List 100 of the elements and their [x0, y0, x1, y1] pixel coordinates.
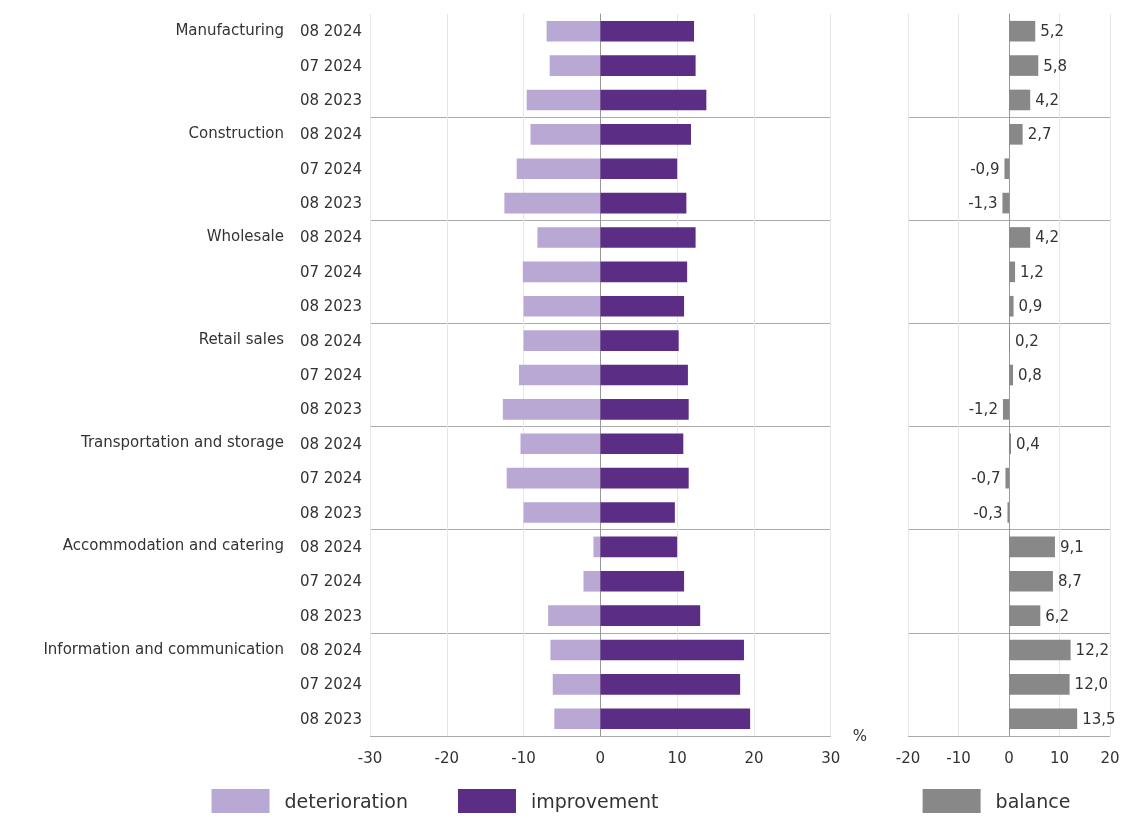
data-label: 12,0: [1074, 675, 1109, 694]
bar: [549, 55, 601, 76]
text: Accommodation and catering: [62, 536, 284, 555]
data-label: 0,4: [1016, 434, 1040, 453]
data-label: 0,2: [1015, 331, 1039, 350]
x-tick-label: -20: [895, 748, 921, 767]
bar: [526, 89, 601, 111]
bar: [1009, 536, 1055, 558]
bar: [1009, 261, 1016, 283]
y-tick-label: 08 2023: [299, 194, 362, 213]
bar: [552, 674, 601, 695]
y-tick-label: 07 2024: [299, 159, 362, 178]
y-tick-label: 08 2023: [299, 90, 362, 109]
bar: [600, 227, 696, 248]
x-tick-label: 10: [1049, 748, 1070, 767]
bar: [550, 639, 601, 661]
bar: [600, 20, 695, 42]
bar: [1009, 570, 1053, 592]
bar: [1009, 227, 1031, 248]
y-tick-label: 08 2024: [299, 228, 362, 247]
data-label: 13,5: [1082, 709, 1116, 728]
legend-label: balance: [995, 790, 1071, 812]
y-tick-label: 07 2024: [299, 572, 362, 591]
bar: [1005, 467, 1009, 489]
y-tick-label: 08 2024: [299, 434, 362, 453]
data-label: 6,2: [1045, 606, 1070, 625]
bar: [537, 227, 601, 248]
data-label: 12,2: [1075, 641, 1110, 660]
data-label: 5,2: [1040, 22, 1065, 41]
y-tick-label: 08 2023: [299, 503, 362, 522]
text: Construction: [188, 123, 285, 142]
y-tick-label: 07 2024: [299, 262, 362, 281]
bar: [1009, 89, 1031, 111]
bar: [593, 536, 601, 558]
data-label: -1,3: [968, 194, 998, 213]
bar: [1009, 605, 1041, 626]
bar: [506, 467, 601, 489]
bar: [600, 158, 678, 180]
x-tick-label: -10: [511, 748, 536, 767]
bar: [518, 364, 601, 386]
data-label: 5,8: [1043, 56, 1068, 75]
y-tick-label: 07 2024: [299, 366, 362, 384]
bar: [600, 605, 701, 626]
bar: [600, 192, 687, 214]
legend-label: deterioration: [284, 790, 408, 812]
bar: [600, 399, 689, 420]
y-tick-label: 08 2024: [299, 125, 362, 144]
y-tick-label: 08 2023: [299, 297, 362, 316]
text: Information and communication: [43, 639, 285, 658]
data-label: 2,7: [1027, 125, 1052, 144]
data-label: 0,8: [1018, 366, 1042, 384]
data-label: 4,2: [1035, 90, 1060, 109]
data-label: 1,2: [1020, 262, 1044, 281]
bar: [1009, 433, 1012, 455]
x-tick-label: 0: [595, 748, 606, 767]
data-label: -1,2: [968, 400, 998, 419]
bar: [600, 124, 691, 145]
bar: [600, 55, 696, 76]
y-tick-label: 08 2024: [299, 331, 362, 350]
bar: [600, 364, 688, 386]
y-tick-label: 08 2023: [299, 606, 362, 625]
y-tick-label: 07 2024: [299, 675, 362, 694]
bar: [523, 330, 601, 351]
data-label: 4,2: [1035, 228, 1060, 247]
bar: [600, 502, 675, 523]
bar: [600, 89, 707, 111]
bar: [1009, 20, 1036, 42]
data-label: -0,9: [970, 159, 1000, 178]
bar: [600, 570, 685, 592]
data-label: -0,7: [971, 469, 1001, 488]
bar: [600, 295, 685, 317]
bar: [1002, 192, 1009, 214]
bar: [600, 639, 744, 661]
x-tick-label: 20: [1100, 748, 1120, 767]
x-tick-label: 0: [1004, 748, 1014, 767]
data-label: 8,7: [1057, 572, 1082, 591]
bar: [1009, 364, 1014, 386]
y-tick-label: 07 2024: [299, 469, 362, 488]
bar: [546, 20, 601, 42]
x-tick-label: -20: [434, 748, 460, 767]
bar: [523, 502, 601, 523]
y-tick-label: 08 2024: [299, 537, 362, 556]
text: Manufacturing: [175, 20, 285, 39]
bar: [600, 536, 678, 558]
x-axis-title: %: [852, 727, 868, 745]
data-label: 0,9: [1018, 297, 1043, 316]
y-tick-label: 08 2023: [299, 400, 362, 419]
bar: [1009, 639, 1071, 661]
bar: [1009, 124, 1023, 145]
x-tick-label: 30: [821, 748, 841, 767]
bar: [1004, 158, 1009, 180]
bar: [583, 570, 601, 592]
bar: [600, 261, 688, 283]
bar: [530, 124, 601, 145]
data-label: 9,1: [1059, 537, 1084, 556]
bar: [504, 192, 601, 214]
bar: [1009, 708, 1078, 730]
x-tick-label: -30: [357, 748, 383, 767]
bar: [1009, 295, 1014, 317]
bar: [600, 330, 679, 351]
